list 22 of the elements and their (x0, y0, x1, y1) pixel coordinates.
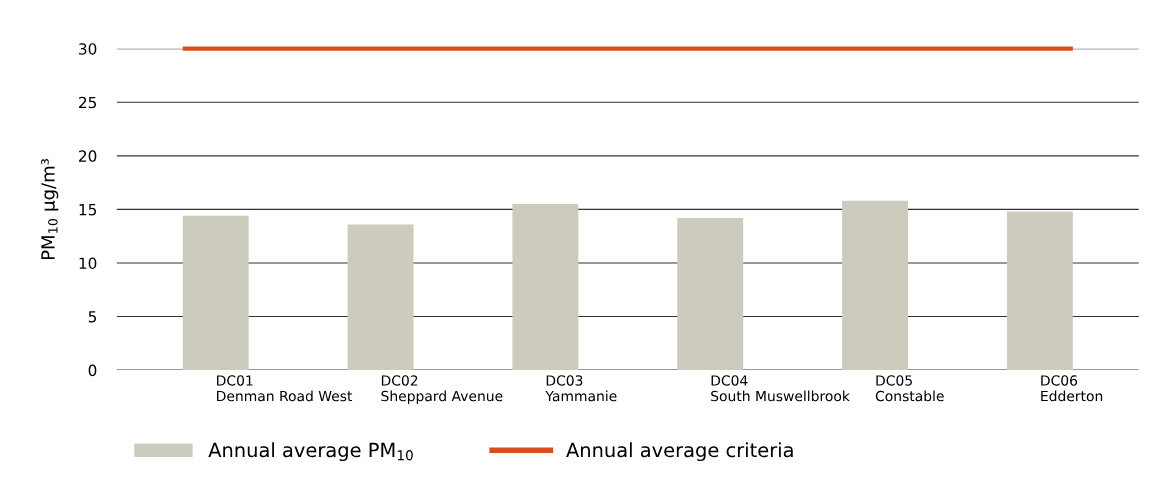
bar (182, 215, 249, 371)
bar (842, 200, 909, 371)
x-tick-label: DC03 Yammanie (545, 375, 617, 402)
x-tick-label: DC06 Edderton (1041, 375, 1103, 402)
y-tick-label: 30 (79, 43, 97, 55)
y-tick-label: 15 (79, 204, 97, 216)
bar (1006, 211, 1073, 371)
bar (677, 217, 744, 371)
y-axis-title: PM$_{10}$ µg/m³ (41, 158, 59, 260)
x-tick-label: DC04 South Muswellbrook (711, 375, 850, 402)
y-tick-label: 5 (88, 311, 97, 323)
bar (512, 204, 579, 371)
x-tick-label: DC05 Constable (875, 375, 944, 402)
x-tick-label: DC01 Denman Road West (217, 375, 353, 402)
y-tick-label: 10 (79, 257, 97, 269)
legend-label: Annual average criteria (566, 442, 793, 462)
x-tick-label: DC02 Sheppard Avenue (381, 375, 503, 404)
bar (347, 224, 414, 371)
y-tick-label: 25 (79, 96, 97, 109)
y-tick-label: 0 (88, 364, 97, 377)
y-tick-label: 20 (79, 150, 97, 162)
legend-label: Annual average PM$_{10}$ (208, 442, 413, 462)
